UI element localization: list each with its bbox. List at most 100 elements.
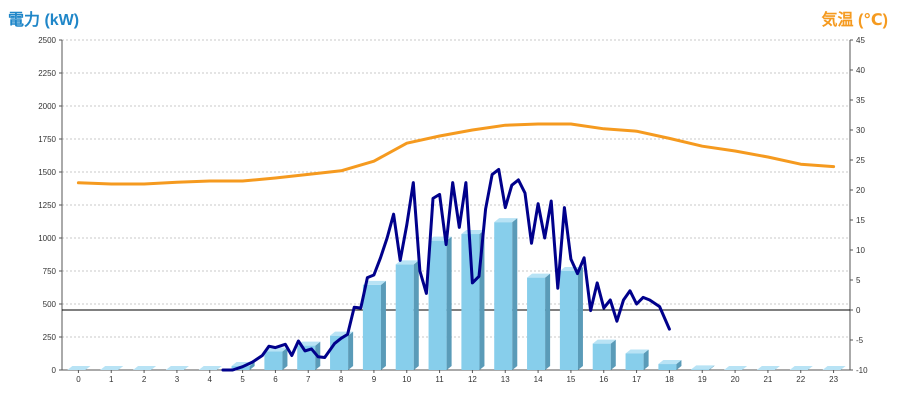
bar [789,366,813,370]
x-tick-label: 22 [796,375,805,384]
right-tick-label: 40 [856,66,865,75]
bar [395,260,419,370]
bar-front [658,364,677,370]
right-tick-label: 10 [856,246,865,255]
bar-top [789,366,813,370]
bar-front [494,222,513,370]
bar [67,366,91,370]
right-tick-label: -5 [856,336,864,345]
right-tick-label: 30 [856,126,865,135]
x-tick-label: 5 [240,375,245,384]
x-tick-label: 20 [731,375,740,384]
x-tick-label: 14 [534,375,543,384]
bar [822,366,846,370]
bar [559,267,583,370]
right-tick-label: 35 [856,96,865,105]
left-tick-label: 750 [43,267,57,276]
right-tick-label: 0 [856,306,861,315]
x-tick-label: 2 [142,375,147,384]
x-tick-label: 23 [829,375,838,384]
temperature-line [76,122,836,186]
bar-top [133,366,157,370]
bar-front [362,284,381,370]
line-series [76,122,836,372]
bar-front [395,264,414,370]
bar-top [362,280,386,285]
tick-labels: 02505007501000125015001750200022502500-1… [38,36,868,384]
bar [264,347,288,370]
bar-front [461,234,480,370]
x-tick-label: 18 [665,375,674,384]
bar [756,366,780,370]
bar [133,366,157,370]
bar [198,366,222,370]
bar [724,366,748,370]
right-tick-label: 20 [856,186,865,195]
bar-top [67,366,91,370]
bar-side [380,280,386,370]
x-tick-label: 9 [372,375,377,384]
x-tick-label: 11 [435,375,444,384]
bar-top [724,366,748,370]
bar-front [691,369,710,370]
bar [691,365,715,370]
x-tick-label: 19 [698,375,707,384]
x-tick-label: 6 [273,375,278,384]
x-tick-label: 1 [109,375,114,384]
bar-front [559,271,578,370]
x-tick-label: 13 [501,375,510,384]
bar-side [512,218,518,370]
bar [100,366,124,370]
x-tick-label: 0 [76,375,81,384]
x-tick-label: 7 [306,375,311,384]
left-tick-label: 250 [43,333,57,342]
left-tick-label: 1250 [38,201,56,210]
x-tick-label: 4 [208,375,213,384]
bar [527,273,551,370]
x-tick-label: 15 [566,375,575,384]
bar-top [691,365,715,370]
grid-lines [62,39,850,338]
x-tick-label: 10 [402,375,411,384]
bar-top [527,273,551,278]
right-tick-label: 15 [856,216,865,225]
bar-top [395,260,419,265]
bar-front [527,277,546,370]
x-tick-label: 3 [175,375,180,384]
bar-front [625,353,644,370]
bar-top [494,218,518,223]
axes [59,39,853,373]
bar-side [348,331,354,370]
bar-top [822,366,846,370]
left-tick-label: 2500 [38,36,56,45]
left-tick-label: 2000 [38,102,56,111]
x-tick-label: 17 [632,375,641,384]
left-tick-label: 1750 [38,135,56,144]
left-tick-label: 0 [52,366,57,375]
right-tick-label: 5 [856,276,861,285]
right-axis-title: 気温 (℃) [821,12,888,29]
x-tick-label: 12 [468,375,477,384]
bar-top [165,366,189,370]
bar-top [592,339,616,344]
bar [658,360,682,370]
bar [165,366,189,370]
bar [428,236,452,370]
bar-side [413,260,419,370]
power-line [221,167,671,372]
bar [592,339,616,370]
bar-side [282,347,288,370]
x-tick-label: 8 [339,375,344,384]
bar-side [577,267,583,370]
bar-series [67,218,846,370]
bar-top [264,347,288,352]
right-tick-label: -10 [856,366,868,375]
bar-top [658,360,682,365]
bar-top [100,366,124,370]
left-axis-title: 電力 (kW) [8,12,80,29]
bar [625,349,649,370]
bar-top [198,366,222,370]
bar-side [249,362,255,370]
bar-top [297,341,321,346]
